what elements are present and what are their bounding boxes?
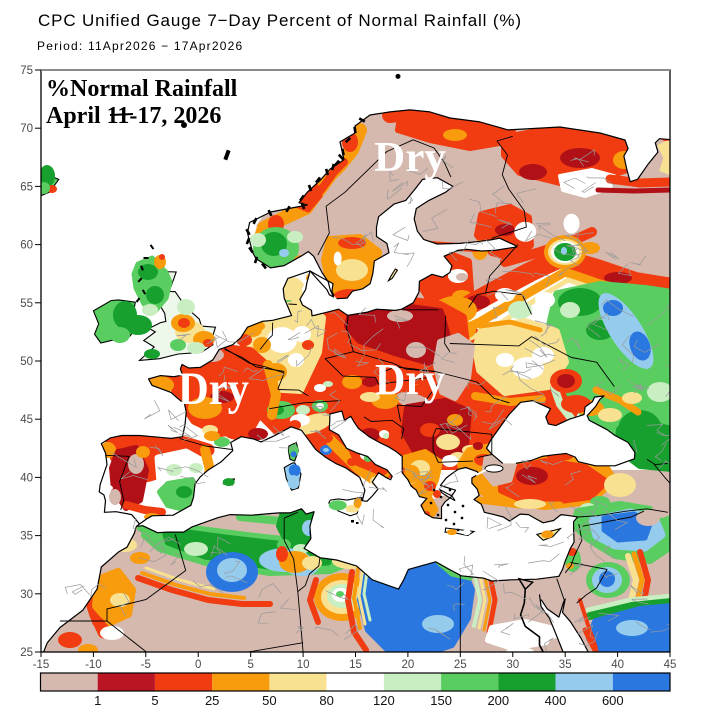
svg-text:25: 25 xyxy=(20,647,33,659)
svg-text:45: 45 xyxy=(664,659,677,671)
svg-text:-5: -5 xyxy=(141,659,151,671)
svg-text:45: 45 xyxy=(20,414,33,426)
svg-text:35: 35 xyxy=(559,659,572,671)
svg-text:65: 65 xyxy=(20,181,33,193)
svg-text:200: 200 xyxy=(487,693,509,708)
svg-text:70: 70 xyxy=(20,123,33,135)
svg-text:120: 120 xyxy=(373,693,395,708)
svg-text:600: 600 xyxy=(602,693,624,708)
svg-text:10: 10 xyxy=(297,659,310,671)
svg-text:40: 40 xyxy=(611,659,624,671)
svg-text:-15: -15 xyxy=(33,659,50,671)
svg-text:15: 15 xyxy=(349,659,362,671)
svg-text:20: 20 xyxy=(402,659,415,671)
svg-text:60: 60 xyxy=(20,240,33,252)
svg-text:25: 25 xyxy=(454,659,467,671)
svg-text:75: 75 xyxy=(20,65,33,77)
svg-text:%Normal Rainfall: %Normal Rainfall xyxy=(46,76,238,102)
svg-text:30: 30 xyxy=(20,589,33,601)
svg-text:25: 25 xyxy=(205,693,219,708)
svg-text:30: 30 xyxy=(506,659,519,671)
svg-text:40: 40 xyxy=(20,472,33,484)
svg-text:35: 35 xyxy=(20,531,33,543)
svg-text:50: 50 xyxy=(262,693,276,708)
svg-text:1: 1 xyxy=(94,693,101,708)
svg-text:Dry: Dry xyxy=(374,135,446,181)
svg-text:55: 55 xyxy=(20,298,33,310)
svg-text:-10: -10 xyxy=(85,659,102,671)
svg-text:Dry: Dry xyxy=(178,363,249,415)
svg-text:400: 400 xyxy=(545,693,567,708)
svg-text:0: 0 xyxy=(195,659,201,671)
svg-text:5: 5 xyxy=(151,693,158,708)
svg-text:Dry: Dry xyxy=(375,355,445,404)
svg-text:50: 50 xyxy=(20,356,33,368)
svg-text:80: 80 xyxy=(319,693,333,708)
svg-text:5: 5 xyxy=(247,659,253,671)
svg-text:150: 150 xyxy=(430,693,452,708)
svg-text:April 11-17, 2026: April 11-17, 2026 xyxy=(46,103,221,129)
